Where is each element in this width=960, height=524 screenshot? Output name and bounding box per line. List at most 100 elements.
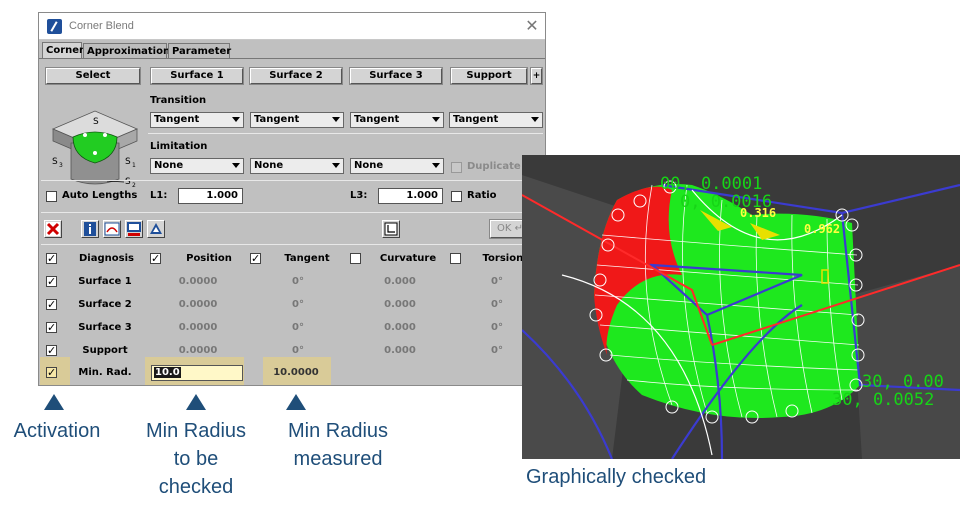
row-checkbox[interactable]: ✓	[46, 275, 57, 288]
row-label: Support	[82, 345, 128, 356]
support-button[interactable]: Support	[451, 68, 527, 84]
triangle-icon[interactable]	[147, 220, 165, 238]
transition-dropdown-4[interactable]: Tangent	[449, 112, 543, 128]
info-icon[interactable]	[81, 220, 99, 238]
analysis-icon[interactable]	[103, 220, 121, 238]
transition-dropdown-3[interactable]: Tangent	[350, 112, 444, 128]
diagnosis-checkbox[interactable]: ✓	[46, 252, 57, 265]
auto-lengths-checkbox[interactable]	[46, 191, 57, 202]
tab-parameter[interactable]: Parameter	[168, 43, 231, 59]
tangent-value: 0°	[292, 322, 304, 333]
l3-input[interactable]: 1.000	[378, 188, 443, 204]
divider	[41, 180, 543, 181]
row-label: Surface 1	[78, 276, 132, 287]
preview-label-s1: S	[125, 157, 131, 167]
row-checkbox[interactable]: ✓	[46, 298, 57, 311]
l3-label: L3:	[350, 190, 368, 201]
transition-dropdown-1[interactable]: Tangent	[150, 112, 244, 128]
surface3-button[interactable]: Surface 3	[350, 68, 442, 84]
min-rad-checkbox[interactable]: ✓	[46, 366, 57, 379]
caption-line: measured	[293, 448, 383, 470]
min-radius-input-value: 10.0	[154, 367, 181, 378]
chevron-down-icon	[432, 163, 440, 168]
tangent-value: 0°	[292, 345, 304, 356]
add-support-button[interactable]: +	[531, 68, 542, 84]
ratio-label: Ratio	[467, 190, 497, 201]
deviation-label-d: 0.962	[804, 222, 840, 236]
min-rad-label: Min. Rad.	[78, 367, 132, 378]
cancel-icon[interactable]	[44, 220, 62, 238]
transition-dropdown-2[interactable]: Tangent	[250, 112, 344, 128]
graphics-viewport[interactable]: 00, 0.0001 0, 0.0016 0.316 0.962 30, 0.0…	[522, 155, 960, 459]
surface1-button[interactable]: Surface 1	[151, 68, 243, 84]
duplicate-checkbox[interactable]	[451, 162, 462, 173]
curvature-value: 0.000	[384, 299, 416, 310]
tangent-value: 0°	[292, 276, 304, 287]
min-radius-check-pointer	[186, 394, 206, 410]
blend-surface-render: 00, 0.0001 0, 0.0016 0.316 0.962 30, 0.0…	[522, 174, 960, 459]
deviation-label-a: 00, 0.0001	[660, 174, 762, 194]
limitation-label: Limitation	[150, 141, 208, 152]
chevron-down-icon	[531, 117, 539, 122]
chevron-down-icon	[432, 117, 440, 122]
select-button[interactable]: Select	[46, 68, 140, 84]
torsion-header: Torsion/G³	[482, 253, 540, 264]
tab-corner[interactable]: Corner	[42, 42, 84, 59]
preview-label-s: S	[93, 117, 99, 127]
curvature-value: 0.000	[384, 345, 416, 356]
close-button[interactable]: ✕	[525, 16, 539, 35]
limitation-dropdown-2[interactable]: None	[250, 158, 344, 174]
caption-line: Min Radius	[145, 420, 247, 442]
row-checkbox[interactable]: ✓	[46, 321, 57, 334]
deviation-label-e: 30, 0.00	[862, 372, 944, 392]
position-header: Position	[186, 253, 232, 264]
torsion-value: 0°	[491, 322, 503, 333]
caption-line: checked	[158, 476, 234, 498]
position-value: 0.0000	[178, 299, 218, 310]
title-bar: Corner Blend ✕	[39, 13, 545, 40]
frame-icon[interactable]	[382, 220, 400, 238]
row-checkbox[interactable]: ✓	[46, 344, 57, 357]
position-value: 0.0000	[178, 345, 218, 356]
limitation-dropdown-1[interactable]: None	[150, 158, 244, 174]
window-title: Corner Blend	[69, 20, 134, 32]
position-checkbox[interactable]: ✓	[150, 252, 161, 265]
activation-pointer	[44, 394, 64, 410]
torsion-value: 0°	[491, 276, 503, 287]
position-value: 0.0000	[178, 276, 218, 287]
torsion-checkbox[interactable]	[450, 253, 461, 264]
surface2-button[interactable]: Surface 2	[250, 68, 342, 84]
curvature-header: Curvature	[379, 253, 437, 264]
tab-approximation[interactable]: Approximation	[83, 43, 170, 59]
corner-blend-dialog: Corner Blend ✕ Corner Approximation Para…	[38, 12, 546, 386]
caption-line: Min Radius	[287, 420, 389, 442]
duplicate-label: Duplicate	[467, 161, 521, 172]
divider	[41, 212, 543, 213]
tangent-checkbox[interactable]: ✓	[250, 252, 261, 265]
limitation-dropdown-3-value: None	[354, 160, 384, 171]
divider	[41, 244, 543, 245]
preview-label-s1-sub: 1	[132, 162, 136, 169]
row-label: Surface 3	[78, 322, 132, 333]
corner-preview-image: S S 3 S 1 S 2	[51, 110, 139, 189]
ratio-checkbox[interactable]	[451, 191, 462, 202]
limitation-dropdown-2-value: None	[254, 160, 284, 171]
chevron-down-icon	[232, 117, 240, 122]
min-radius-input[interactable]: 10.0	[151, 365, 243, 381]
transition-dropdown-3-value: Tangent	[354, 114, 400, 125]
curvature-value: 0.000	[384, 276, 416, 287]
curvature-checkbox[interactable]	[350, 253, 361, 264]
position-value: 0.0000	[178, 322, 218, 333]
l1-input[interactable]: 1.000	[178, 188, 243, 204]
chevron-down-icon	[232, 163, 240, 168]
min-radius-measured-pointer	[286, 394, 306, 410]
preview-label-s2-sub: 2	[132, 182, 136, 189]
viewport-caption: Graphically checked	[526, 466, 707, 488]
diagnosis-header: Diagnosis	[79, 253, 134, 264]
min-radius-measured-highlight	[263, 357, 331, 385]
deviation-label-f: 30, 0.0052	[832, 390, 934, 410]
preview-label-s3: S	[52, 157, 58, 167]
display-icon[interactable]	[125, 220, 143, 238]
limitation-dropdown-3[interactable]: None	[350, 158, 444, 174]
deviation-label-b: 0, 0.0016	[680, 192, 772, 212]
